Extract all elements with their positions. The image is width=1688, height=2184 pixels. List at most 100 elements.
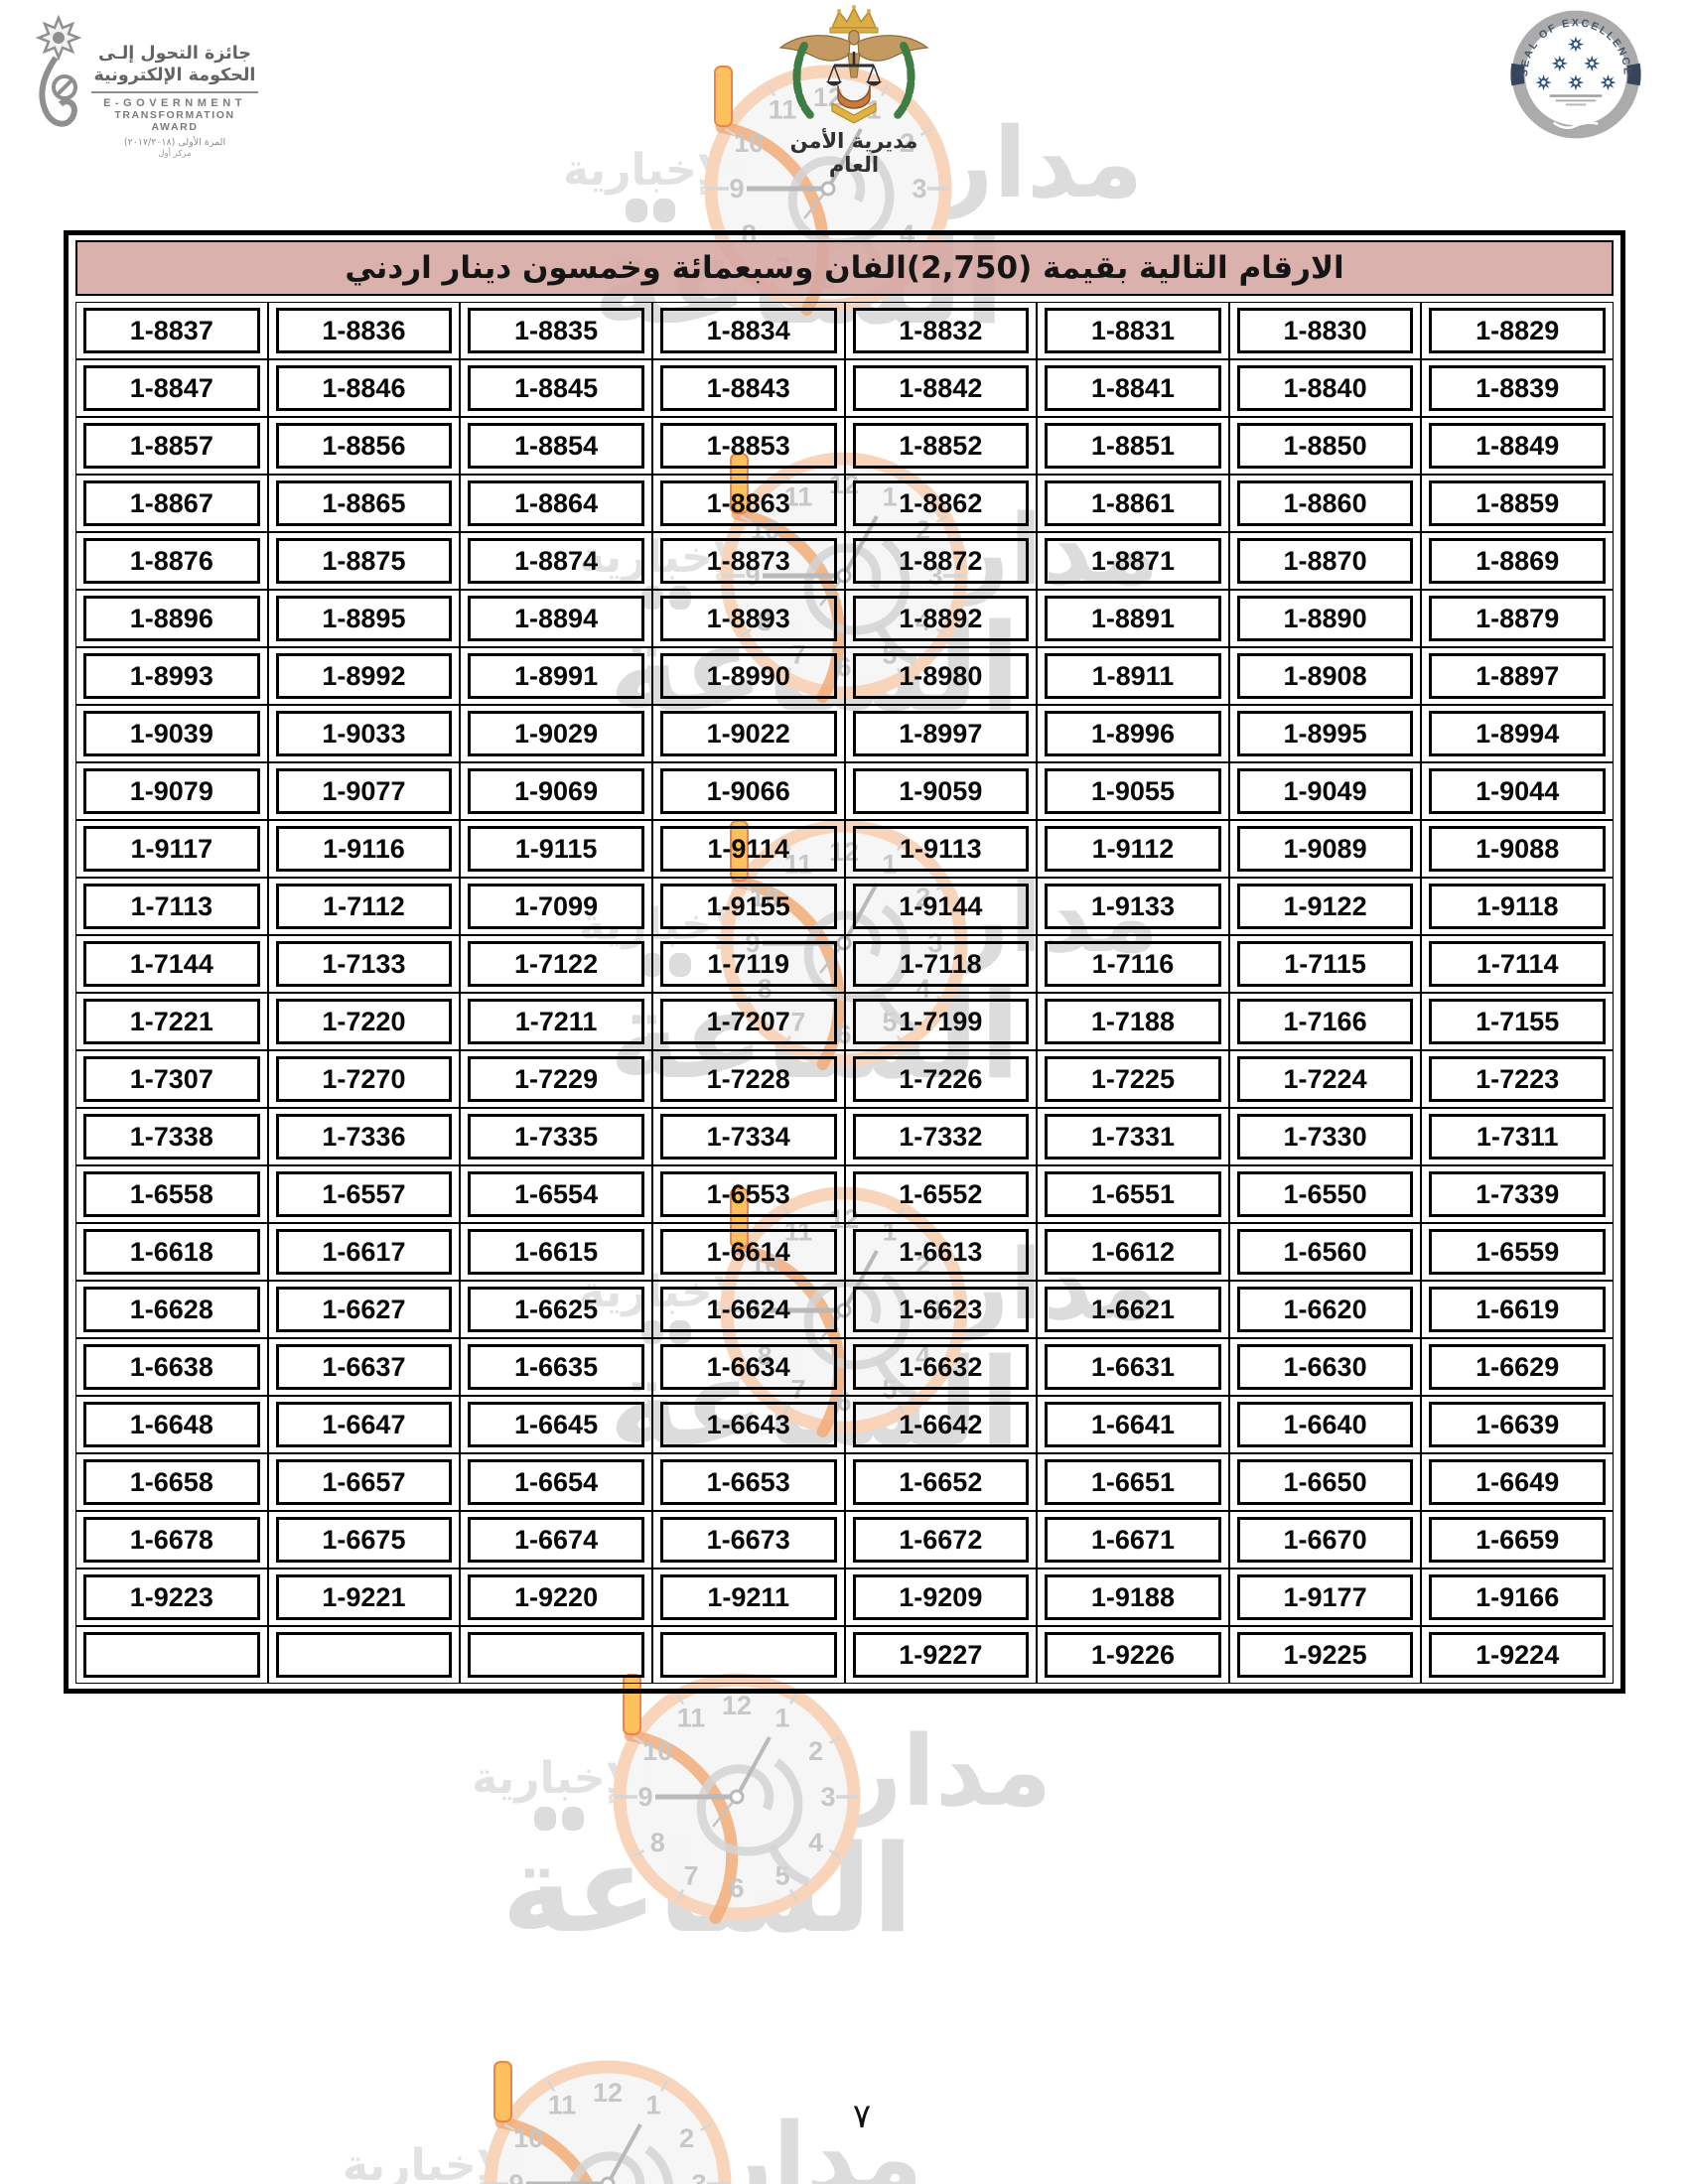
serial-number: 1-7224 [1236,1056,1414,1102]
svg-text:11: 11 [677,1703,706,1732]
table-cell: 1-7115 [1228,935,1422,993]
watermark-text-madar: مدار [953,1229,1160,1342]
table-cell: 1-8894 [460,590,652,647]
serial-number: 1-8867 [83,480,260,526]
serial-number: 1-7335 [468,1114,644,1160]
serial-number: 1-8891 [1045,596,1221,641]
serial-number: 1-8841 [1045,365,1221,411]
serial-number: 1-6657 [275,1459,453,1505]
table-cell: 1-8851 [1037,417,1229,475]
table-cell: 1-6654 [460,1453,652,1511]
award-swirl-star-icon [35,14,82,127]
svg-text:2: 2 [900,128,914,158]
table-cell: 1-7166 [1228,993,1422,1050]
svg-text:2: 2 [915,883,930,912]
table-cell: 1-9116 [267,820,461,878]
table-cell: 1-7099 [460,878,652,935]
serial-number: 1-7122 [468,941,644,987]
serial-number: 1-6623 [852,1287,1030,1332]
seal-of-excellence-icon: SEAL OF EXCELLENCE [1510,10,1641,139]
table-cell: 1-7220 [267,993,461,1050]
table-cell: 1-6672 [844,1511,1038,1569]
numbers-grid: 1-8837 1-8836 1-8835 1-8834 1-8832 1-8831 1-88… [75,302,1614,1684]
table-cell: 1-8831 [1037,302,1229,359]
serial-number: 1-6641 [1045,1402,1221,1447]
serial-number: 1-7331 [1045,1114,1221,1160]
svg-text:1: 1 [774,1703,789,1732]
table-cell: 1-6643 [651,1396,845,1453]
serial-number: 1-8871 [1045,538,1221,584]
serial-number: 1-9113 [852,826,1030,872]
serial-number: 1-6559 [1429,1229,1606,1275]
serial-number: 1-9079 [83,768,260,814]
table-cell: 1-7334 [651,1108,845,1165]
table-cell: 1-9122 [1228,878,1422,935]
serial-number: 1-9088 [1429,826,1606,872]
serial-number: 1-9022 [659,711,837,756]
serial-number: 1-6654 [468,1459,644,1505]
psd-emblem-caption: مديرية الأمن العام [789,129,918,177]
award-title-ar-1: جائزة التحول إلـى [98,44,251,64]
table-cell: 1-7116 [1037,935,1229,993]
serial-number: 1-8842 [852,365,1030,411]
serial-number: 1-7226 [852,1056,1030,1102]
table-cell: 1-8834 [651,302,845,359]
award-title-en-1: E-GOVERNMENT [103,96,246,109]
table-cell: 1-8860 [1228,475,1422,532]
table-cell: 1-6659 [1421,1511,1614,1569]
serial-number: 1-8897 [1429,653,1606,699]
serial-number: 1-9033 [275,711,453,756]
table-cell [651,1626,845,1684]
serial-number: 1-7211 [468,999,644,1044]
serial-number: 1-8845 [468,365,644,411]
table-cell: 1-8892 [844,590,1038,647]
serial-number: 1-8857 [83,423,260,469]
table-cell: 1-8862 [844,475,1038,532]
svg-text:2: 2 [808,1736,823,1766]
serial-number: 1-9133 [1045,884,1221,929]
serial-number: 1-8991 [468,653,644,699]
table-cell: 1-8845 [460,359,652,417]
table-cell: 1-7336 [267,1108,461,1165]
table-cell: 1-9227 [844,1626,1038,1684]
table-cell: 1-9118 [1421,878,1614,935]
serial-number: 1-6628 [83,1287,260,1332]
svg-text:8: 8 [650,1828,665,1857]
table-cell [460,1626,652,1684]
table-cell: 1-8869 [1421,532,1614,590]
table-title: الارقام التالية بقيمة (2,750)الفان وسبعم… [75,240,1614,296]
table-cell: 1-7225 [1037,1050,1229,1108]
award-subtitle: المرة الأولى (٢٠١٧/٢٠١٨) [123,136,226,148]
serial-number: 1-7113 [83,884,260,929]
award-title-en-2: TRANSFORMATION AWARD [114,108,235,133]
table-cell: 1-6617 [267,1223,461,1281]
table-cell: 1-6652 [844,1453,1038,1511]
serial-number: 1-6652 [852,1459,1030,1505]
table-cell: 1-8875 [267,532,461,590]
serial-number: 1-6615 [468,1229,644,1275]
serial-number: 1-9225 [1236,1632,1414,1678]
serial-number: 1-8829 [1429,308,1606,353]
serial-number: 1-6642 [852,1402,1030,1447]
serial-number: 1-7334 [659,1114,837,1160]
table-cell: 1-7228 [651,1050,845,1108]
serial-number: 1-6659 [1429,1517,1606,1563]
serial-number: 1-6637 [275,1344,453,1390]
table-cell: 1-7331 [1037,1108,1229,1165]
serial-number: 1-9115 [468,826,644,872]
serial-number: 1-8879 [1429,596,1606,641]
serial-number: 1-7144 [83,941,260,987]
table-cell: 1-8908 [1228,647,1422,705]
serial-number: 1-9209 [852,1574,1030,1620]
table-cell: 1-7199 [844,993,1038,1050]
serial-number: 1-8873 [659,538,837,584]
serial-number: 1-8995 [1236,711,1414,756]
table-cell: 1-6675 [267,1511,461,1569]
table-cell: 1-8847 [75,359,268,417]
table-cell: 1-7335 [460,1108,652,1165]
table-cell: 1-7133 [267,935,461,993]
serial-number: 1-6673 [659,1517,837,1563]
serial-number: 1-8850 [1236,423,1414,469]
serial-number: 1-7330 [1236,1114,1414,1160]
table-cell: 1-8897 [1421,647,1614,705]
